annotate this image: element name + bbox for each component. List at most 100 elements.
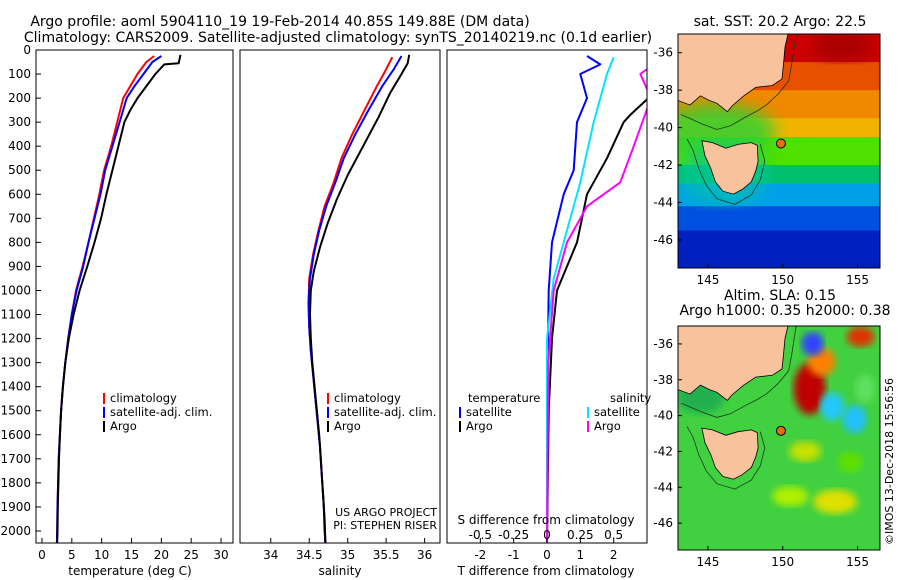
gM2-ytick-label: -36 bbox=[653, 337, 673, 351]
sla-blob bbox=[789, 441, 822, 462]
gS-xtick-label: 35.5 bbox=[373, 548, 400, 562]
gM1-ytick-label: -36 bbox=[653, 46, 673, 60]
depth-tick-label: 1300 bbox=[0, 356, 31, 370]
t-difference-xlabel: T difference from climatology bbox=[457, 564, 635, 578]
gD-xtick-label: 1 bbox=[577, 548, 585, 562]
temperature-panel: 0 5 10 15 20 25 300100200300400500600700800900… bbox=[0, 43, 234, 578]
sst-map-title: sat. SST: 20.2 Argo: 22.5 bbox=[694, 14, 867, 30]
depth-tick-label: 1900 bbox=[0, 500, 31, 514]
salinity-frame bbox=[239, 49, 441, 544]
salinity-panel: 34 34.5 35 35.5 36 salinity climatologysatel… bbox=[239, 49, 441, 578]
gM1-ytick-label: -40 bbox=[653, 121, 673, 135]
gM2-contour bbox=[686, 426, 766, 490]
depth-tick-label: 1000 bbox=[0, 283, 31, 297]
difference-panel: -2 -1 0 1 2 -0.5 -0.25 0 0.25 0.5 T difference fr… bbox=[446, 49, 651, 578]
depth-tick-label: 1700 bbox=[0, 452, 31, 466]
sla-blob bbox=[813, 489, 858, 514]
sst-band bbox=[678, 230, 880, 268]
depth-tick-label: 100 bbox=[8, 67, 31, 81]
depth-tick-label: 1400 bbox=[0, 380, 31, 394]
gD-xtick-label: 0 bbox=[543, 548, 551, 562]
gM1-xtick-label: 145 bbox=[696, 273, 719, 287]
gM1-ytick-label: -42 bbox=[653, 158, 673, 172]
gM2-xtick-label: 155 bbox=[846, 555, 869, 569]
gM2-ytick-label: -46 bbox=[653, 516, 673, 530]
gD-series-1-line bbox=[546, 98, 647, 543]
sla-blob bbox=[846, 326, 875, 347]
gT-series-1-line bbox=[55, 55, 162, 543]
gM1-contour bbox=[680, 34, 797, 130]
diff-legend-title-right: salinity bbox=[610, 391, 651, 405]
gM1-mainland bbox=[678, 34, 789, 113]
sst-map-frame bbox=[677, 33, 881, 269]
sla-map: Altim. SLA: 0.15 Argo h1000: 0.35 h2000:… bbox=[653, 288, 890, 569]
gS-xtick-label: 34.5 bbox=[296, 548, 323, 562]
depth-tick-label: 700 bbox=[8, 211, 31, 225]
sst-band bbox=[678, 206, 880, 232]
gT-xtick-label: 15 bbox=[124, 548, 139, 562]
temperature-frame bbox=[35, 49, 234, 544]
gM2-contour bbox=[680, 326, 797, 418]
temperature-legend-label: satellite-adj. clim. bbox=[110, 405, 212, 419]
gM1-ytick-label: -46 bbox=[653, 233, 673, 247]
diff-x2tick-label: -0.25 bbox=[498, 528, 529, 542]
sst-map: sat. SST: 20.2 Argo: 22.5 145 150 155 -36 -3… bbox=[653, 14, 881, 287]
gD-series-3-line bbox=[546, 67, 647, 543]
figure-title: Argo profile: aoml 5904110_19 19-Feb-201… bbox=[30, 14, 529, 30]
depth-tick-label: 1600 bbox=[0, 428, 31, 442]
depth-tick-label: 1200 bbox=[0, 332, 31, 346]
gD-series-2-line bbox=[546, 56, 615, 543]
gM2-xtick-label: 145 bbox=[696, 555, 719, 569]
depth-tick-label: 800 bbox=[8, 235, 31, 249]
gM2-xtick-label: 150 bbox=[771, 555, 794, 569]
gT-series-2-line bbox=[56, 54, 182, 543]
sla-blob bbox=[855, 374, 876, 403]
depth-tick-label: 600 bbox=[8, 187, 31, 201]
gM2-argo-marker bbox=[775, 425, 786, 436]
sla-map-frame bbox=[677, 325, 881, 551]
diff-legend-label: Argo bbox=[594, 419, 621, 433]
gS-xtick-label: 35 bbox=[340, 548, 355, 562]
diff-legend-label: satellite bbox=[466, 405, 512, 419]
depth-tick-label: 400 bbox=[8, 139, 31, 153]
depth-tick-label: 200 bbox=[8, 91, 31, 105]
diff-legend-title-left: temperature bbox=[468, 391, 540, 405]
diff-x2tick-label: -0.5 bbox=[469, 528, 492, 542]
gM1-ytick-label: -38 bbox=[653, 83, 673, 97]
sst-blob bbox=[812, 34, 873, 62]
diff-legend-label: satellite bbox=[594, 405, 640, 419]
sla-blob bbox=[820, 392, 845, 421]
gM1-xtick-label: 155 bbox=[846, 273, 869, 287]
gM1-ytick-label: -44 bbox=[653, 195, 673, 209]
depth-tick-label: 500 bbox=[8, 163, 31, 177]
gS-xtick-label: 36 bbox=[417, 548, 432, 562]
depth-tick-label: 1800 bbox=[0, 476, 31, 490]
project-credit: US ARGO PROJECT bbox=[335, 506, 437, 519]
sla-blob bbox=[838, 452, 863, 473]
salinity-legend-label: Argo bbox=[334, 419, 361, 433]
gT-xtick-label: 10 bbox=[94, 548, 109, 562]
gM2-tasmania bbox=[701, 427, 759, 480]
pi-credit: PI: STEPHEN RISER bbox=[333, 519, 437, 532]
gM1-xtick-label: 150 bbox=[771, 273, 794, 287]
gM1-argo-marker bbox=[775, 138, 786, 149]
gD-xtick-label: 2 bbox=[610, 548, 618, 562]
gT-xtick-label: 30 bbox=[213, 548, 228, 562]
sla-blob bbox=[772, 486, 809, 507]
gT-series-0-line bbox=[55, 55, 155, 543]
s-difference-xlabel: S difference from climatology bbox=[458, 513, 635, 527]
salinity-legend-label: climatology bbox=[334, 391, 401, 405]
gD-xtick-label: -1 bbox=[508, 548, 520, 562]
salinity-xlabel: salinity bbox=[318, 564, 361, 578]
depth-tick-label: 0 bbox=[23, 43, 31, 57]
sla-blob bbox=[793, 362, 826, 415]
depth-tick-label: 1500 bbox=[0, 404, 31, 418]
gT-xtick-label: 5 bbox=[68, 548, 76, 562]
gM2-mainland bbox=[678, 326, 789, 401]
gS-xtick-label: 34 bbox=[263, 548, 278, 562]
temperature-legend-label: Argo bbox=[110, 419, 137, 433]
gS-series-2-line bbox=[309, 54, 411, 543]
sla-map-subtitle: Argo h1000: 0.35 h2000: 0.38 bbox=[679, 303, 890, 319]
depth-tick-label: 1100 bbox=[0, 308, 31, 322]
